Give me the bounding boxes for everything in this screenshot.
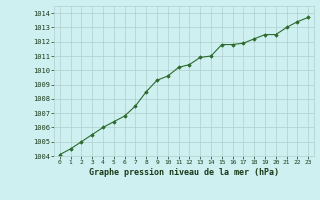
X-axis label: Graphe pression niveau de la mer (hPa): Graphe pression niveau de la mer (hPa): [89, 168, 279, 177]
